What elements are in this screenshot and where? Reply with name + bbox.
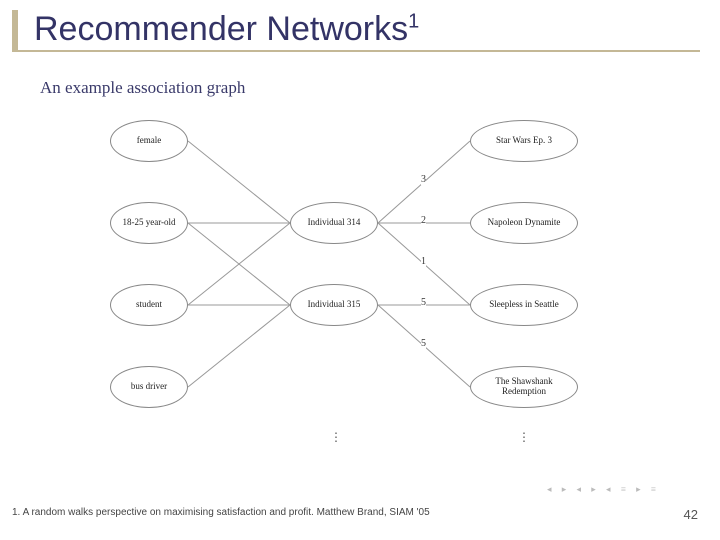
page-number: 42 [684,507,698,522]
title-sup: 1 [408,11,419,33]
node-age: 18-25 year-old [110,202,188,244]
title-accent [12,10,18,50]
node-napoleon: Napoleon Dynamite [470,202,578,244]
node-sleepless: Sleepless in Seattle [470,284,578,326]
node-busdriver: bus driver [110,366,188,408]
title-underline [12,50,700,52]
edge-label-ind314-sleepless: 1 [421,256,426,267]
node-ind315: Individual 315 [290,284,378,326]
association-graph: female 18-25 year-old student bus driver Ind… [90,110,620,470]
edge-label-ind314-starwars: 3 [421,174,426,185]
edge-label-ind315-sleepless: 5 [421,297,426,308]
footnote: 1. A random walks perspective on maximis… [12,507,430,518]
ellipsis-0: ⋮ [330,430,344,445]
ellipsis-1: ⋮ [518,430,532,445]
title-text: Recommender Networks [34,10,408,48]
nav-icons: ◂ ▸ ◂ ▸ ◂ ≡ ▸ ≡ [547,484,660,495]
node-student: student [110,284,188,326]
edge-label-ind314-napoleon: 2 [421,215,426,226]
node-starwars: Star Wars Ep. 3 [470,120,578,162]
node-ind314: Individual 314 [290,202,378,244]
node-shawshank: The Shawshank Redemption [470,366,578,408]
edge-female-ind314 [188,141,290,223]
title-bar: Recommender Networks1 [0,0,720,57]
edge-busdriver-ind315 [188,305,290,387]
subtitle: An example association graph [40,78,245,98]
page-title: Recommender Networks1 [34,10,700,49]
node-female: female [110,120,188,162]
edge-label-ind315-shawshank: 5 [421,338,426,349]
